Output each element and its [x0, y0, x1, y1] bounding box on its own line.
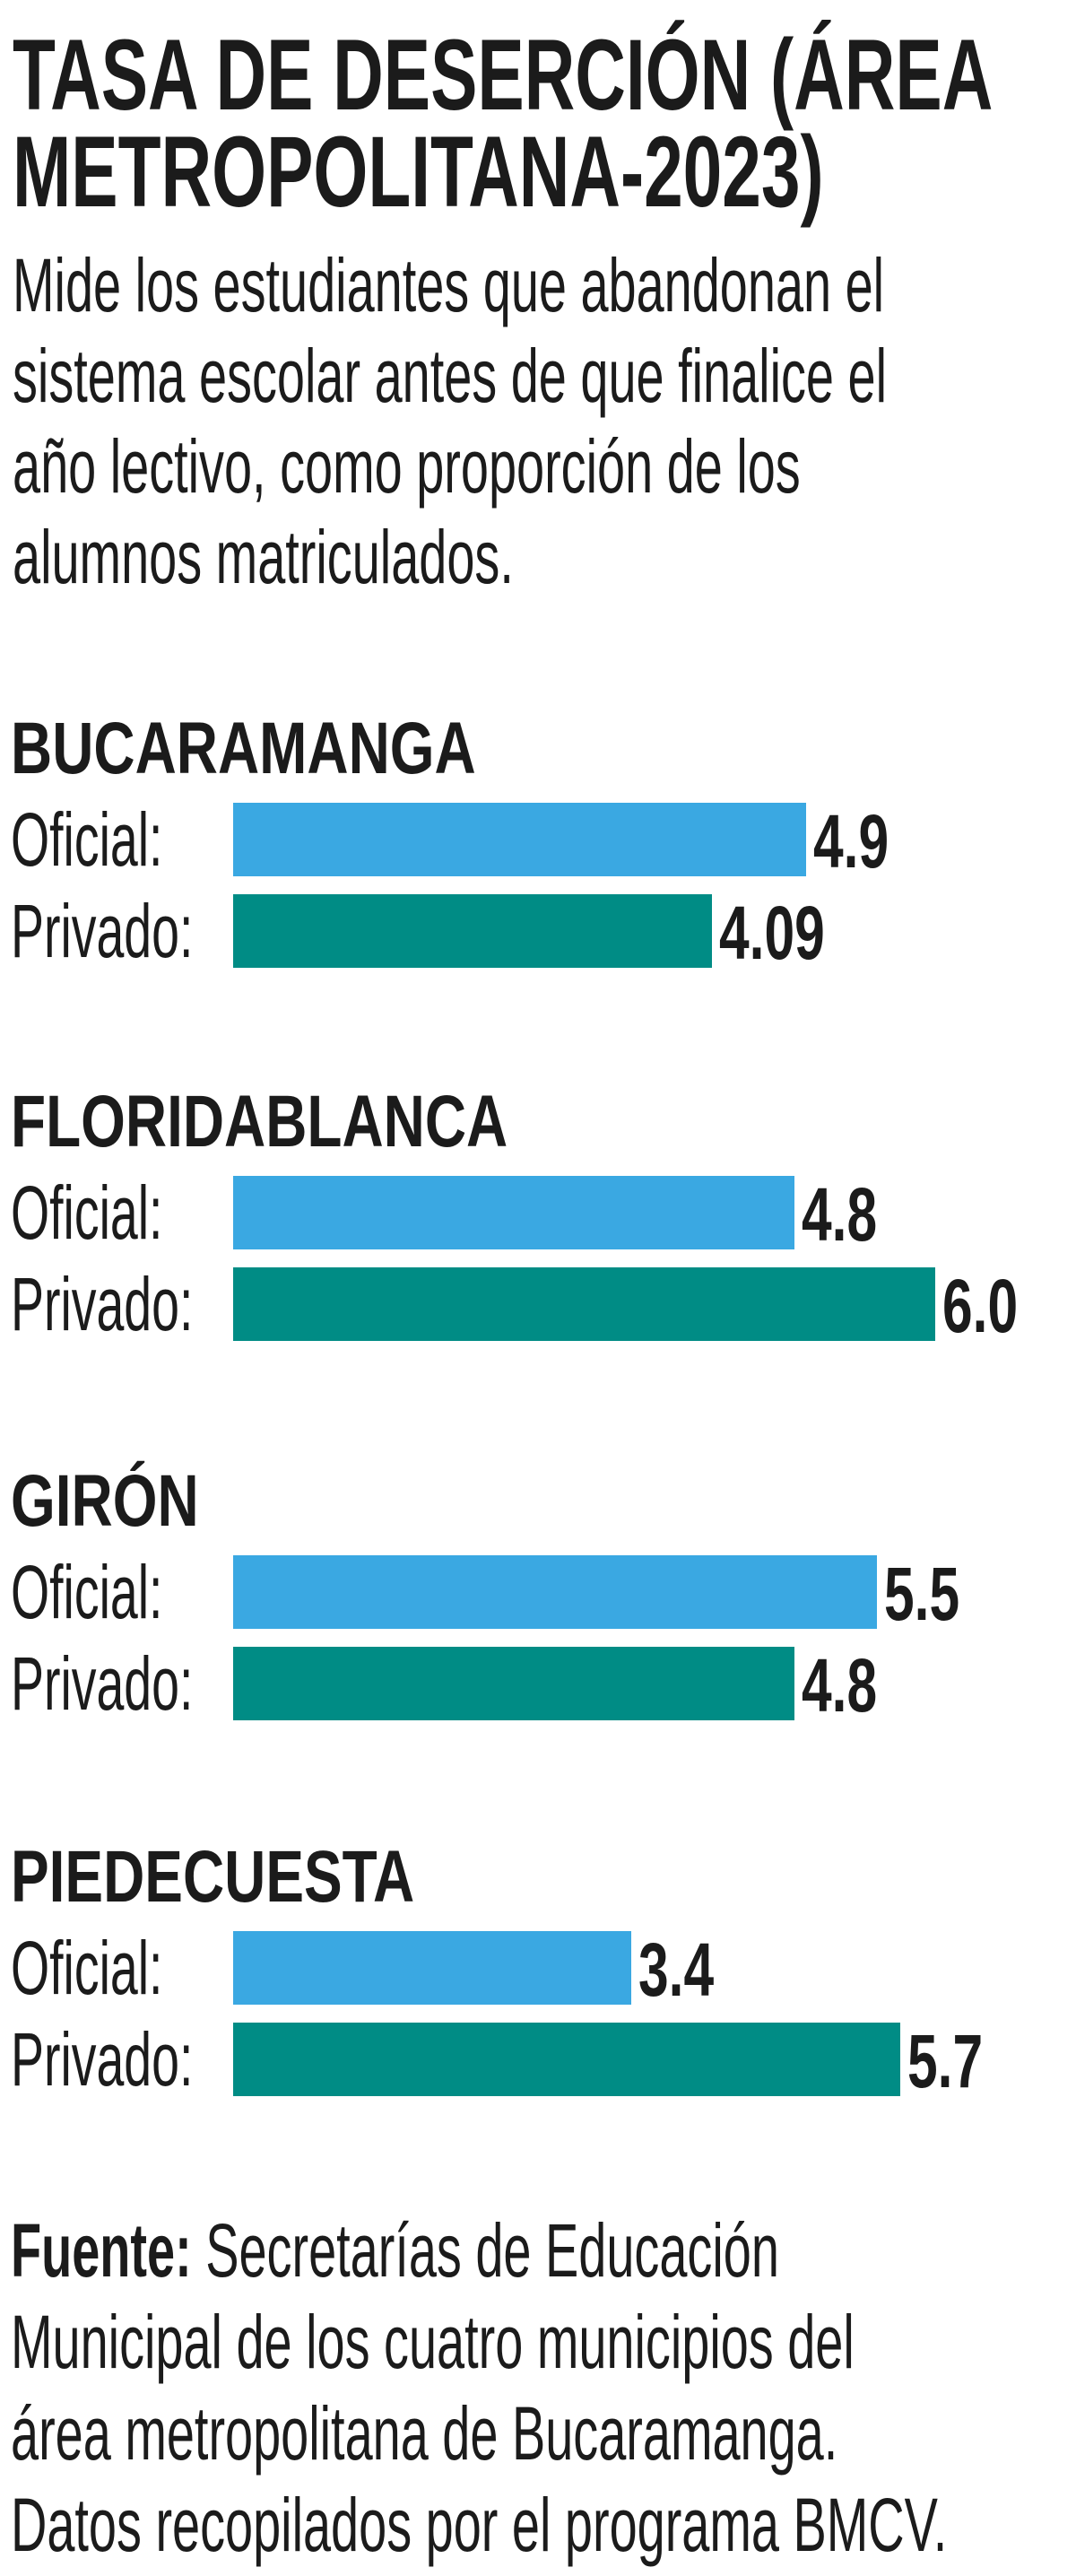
description-line: alumnos matriculados.: [13, 515, 514, 599]
chart-description: Mide los estudiantes que abandonan el si…: [13, 240, 1076, 603]
title-line: TASA DE DESERCIÓN (ÁREA: [13, 19, 994, 131]
series-label: Oficial:: [11, 1552, 241, 1632]
bar: [233, 894, 712, 968]
category-label: FLORIDABLANCA: [11, 1081, 648, 1162]
series-label-text: Oficial:: [11, 1171, 163, 1255]
source-line: Datos recopilados por el programa BMCV.: [11, 2483, 948, 2567]
series-label: Privado:: [11, 1264, 287, 1345]
bar-row: Privado: 4.8: [0, 1643, 1076, 1726]
bar-row: Oficial: 3.4: [0, 1928, 1076, 2010]
bar: [233, 1176, 795, 1249]
series-label: Privado:: [11, 891, 287, 971]
category-group: BUCARAMANGA Oficial: 4.9 Privado: 4.09: [0, 708, 1076, 1072]
data-label: 3.4: [638, 1929, 743, 2010]
bar-row: Oficial: 4.9: [0, 799, 1076, 882]
data-label-text: 4.9: [813, 799, 889, 883]
data-label: 5.5: [884, 1553, 989, 1634]
bar-row: Privado: 6.0: [0, 1264, 1076, 1346]
bar: [233, 1267, 935, 1341]
source-line: Fuente: Secretarías de Educación: [11, 2205, 947, 2296]
category-group: PIEDECUESTA Oficial: 3.4 Privado: 5.7: [0, 1841, 1076, 2200]
bar-row: Oficial: 5.5: [0, 1552, 1076, 1634]
description-line: año lectivo, como proporción de los: [13, 424, 801, 509]
bar: [233, 1647, 795, 1720]
series-label-text: Oficial:: [11, 797, 163, 882]
title-line: METROPOLITANA-2023): [13, 116, 824, 228]
series-label: Privado:: [11, 2019, 287, 2100]
category-label: BUCARAMANGA: [11, 708, 607, 789]
series-label: Oficial:: [11, 1172, 241, 1253]
data-label-text: 4.8: [802, 1172, 878, 1257]
source-line: área metropolitana de Bucaramanga.: [11, 2391, 838, 2476]
data-label: 4.9: [813, 801, 918, 882]
series-label-text: Oficial:: [11, 1926, 163, 2010]
source-text: Secretarías de Educación: [191, 2208, 779, 2293]
source-label: Fuente:: [11, 2208, 192, 2293]
source-line: Municipal de los cuatro municipios del: [11, 2300, 855, 2384]
category-label-text: FLORIDABLANCA: [11, 1081, 508, 1162]
series-label-text: Privado:: [11, 1262, 194, 1346]
description-line: sistema escolar antes de que finalice el: [13, 334, 887, 418]
data-label-text: 5.7: [907, 2019, 983, 2103]
data-label: 4.8: [802, 1645, 907, 1726]
data-label-text: 4.8: [802, 1643, 878, 1727]
bar-row: Privado: 4.09: [0, 891, 1076, 973]
source-note: Fuente: Secretarías de Educación Municip…: [11, 2205, 1076, 2571]
series-label: Oficial:: [11, 1928, 241, 2008]
category-group: GIRÓN Oficial: 5.5 Privado: 4.8: [0, 1460, 1076, 1824]
bar: [233, 1931, 631, 2005]
series-label-text: Privado:: [11, 2017, 194, 2102]
data-label-text: 3.4: [638, 1928, 714, 2012]
series-label-text: Privado:: [11, 889, 194, 973]
data-label: 4.8: [802, 1174, 907, 1255]
series-label-text: Privado:: [11, 1641, 194, 1726]
bar: [233, 803, 807, 876]
data-label: 4.09: [719, 892, 866, 973]
category-group: FLORIDABLANCA Oficial: 4.8 Privado: 6.0: [0, 1081, 1076, 1445]
category-label-text: PIEDECUESTA: [11, 1836, 415, 1918]
bar-row: Privado: 5.7: [0, 2019, 1076, 2102]
bar: [233, 2023, 900, 2096]
series-label: Oficial:: [11, 799, 241, 880]
description-line: Mide los estudiantes que abandonan el: [13, 243, 885, 327]
series-label: Privado:: [11, 1643, 287, 1724]
data-label-text: 5.5: [883, 1552, 959, 1636]
data-label: 5.7: [907, 2021, 1012, 2102]
data-label-text: 6.0: [942, 1264, 1019, 1348]
category-label: GIRÓN: [11, 1460, 252, 1542]
data-label-text: 4.09: [718, 891, 825, 975]
bar-row: Oficial: 4.8: [0, 1172, 1076, 1255]
chart-title: TASA DE DESERCIÓN (ÁREA METROPOLITANA-20…: [13, 19, 1076, 228]
series-label-text: Oficial:: [11, 1550, 163, 1634]
category-label: PIEDECUESTA: [11, 1836, 528, 1918]
category-label-text: GIRÓN: [11, 1460, 199, 1542]
category-label-text: BUCARAMANGA: [11, 708, 476, 789]
bar: [233, 1555, 877, 1629]
data-label: 6.0: [942, 1266, 1047, 1346]
